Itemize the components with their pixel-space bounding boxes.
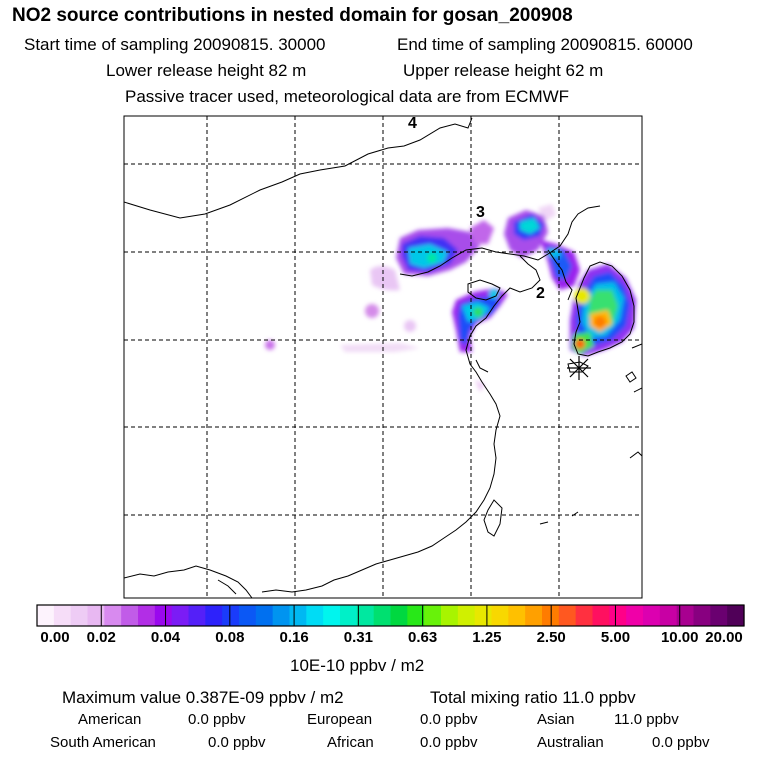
- lat-lon-grid: [124, 116, 642, 598]
- colorbar-cell: [474, 605, 493, 626]
- colorbar-cell: [525, 605, 543, 626]
- colorbar-cell: [390, 605, 408, 626]
- region-asian-value: 11.0 ppbv: [614, 711, 679, 728]
- tracer-note: Passive tracer used, meteorological data…: [125, 87, 570, 106]
- colorbar-cell: [239, 605, 257, 626]
- colorbar-cell: [626, 605, 644, 626]
- colorbar-cell: [37, 605, 55, 626]
- colorbar-cell: [104, 605, 122, 626]
- colorbar-cell: [340, 605, 358, 626]
- gosan-receptor-marker: [567, 356, 591, 380]
- colorbar-cell: [643, 605, 661, 626]
- source-label-3: 3: [476, 204, 485, 221]
- source-label-2: 2: [536, 285, 545, 302]
- source-label-4: 4: [408, 115, 417, 132]
- colorbar-cell: [154, 605, 173, 626]
- colorbar-tick-label: 0.04: [150, 629, 181, 646]
- region-american-value: 0.0 ppbv: [188, 711, 246, 728]
- colorbar-tick-label: 0.31: [343, 629, 373, 646]
- colorbar-tick-label: 0.02: [86, 629, 116, 646]
- colorbar-cell: [424, 605, 442, 626]
- colorbar-tick-label: 0.08: [215, 629, 245, 646]
- end-time: End time of sampling 20090815. 60000: [397, 35, 693, 54]
- region-american-label: American: [78, 711, 142, 728]
- maximum-value: Maximum value 0.387E-09 ppbv / m2: [62, 688, 344, 707]
- colorbar-cell: [138, 605, 156, 626]
- coastlines: [124, 117, 642, 598]
- colorbar-cell: [289, 605, 307, 626]
- colorbar-units: 10E-10 ppbv / m2: [290, 656, 425, 675]
- colorbar-cell: [188, 605, 206, 626]
- region-south-american-value: 0.0 ppbv: [208, 734, 266, 751]
- colorbar-tick-label: 0.16: [279, 629, 309, 646]
- upper-release-height: Upper release height 62 m: [403, 61, 604, 80]
- colorbar-cell: [87, 605, 105, 626]
- colorbar-cell: [121, 605, 139, 626]
- colorbar-cell: [70, 605, 89, 626]
- total-mixing-ratio: Total mixing ratio 11.0 ppbv: [430, 688, 636, 707]
- colorbar-cell: [356, 605, 375, 626]
- colorbar-cell: [53, 605, 72, 626]
- colorbar-cell: [693, 605, 711, 626]
- colorbar-cell: [676, 605, 695, 626]
- colorbar-cell: [727, 605, 745, 626]
- colorbar-cell: [592, 605, 610, 626]
- colorbar-cell: [508, 605, 526, 626]
- colorbar-cell: [407, 605, 425, 626]
- region-australian-label: Australian: [537, 734, 604, 751]
- colorbar-tick-label: 20.00: [705, 629, 743, 646]
- colorbar-cell: [441, 605, 459, 626]
- region-european-label: European: [307, 711, 373, 728]
- colorbar-cell: [491, 605, 509, 626]
- colorbar-cell: [558, 605, 577, 626]
- region-australian-value: 0.0 ppbv: [652, 734, 710, 751]
- region-african-value: 0.0 ppbv: [420, 734, 478, 751]
- colorbar-tick-label: 2.50: [536, 629, 566, 646]
- colorbar-cell: [710, 605, 728, 626]
- region-asian-label: Asian: [537, 711, 575, 728]
- colorbar-cell: [255, 605, 274, 626]
- colorbar-tick-label: 10.00: [660, 629, 699, 646]
- start-time: Start time of sampling 20090815. 30000: [24, 35, 326, 54]
- colorbar-cell: [222, 605, 240, 626]
- colorbar-tick-label: 0.63: [408, 629, 438, 646]
- colorbar-cell: [171, 605, 190, 626]
- region-african-label: African: [327, 734, 374, 751]
- colorbar-cell: [457, 605, 476, 626]
- colorbar-cell: [575, 605, 594, 626]
- colorbar-cell: [205, 605, 223, 626]
- region-south-american-label: South American: [50, 734, 156, 751]
- map-frame: [123, 115, 643, 599]
- colorbar-tick-label: 0.00: [40, 629, 70, 646]
- colorbar-cell: [659, 605, 678, 626]
- colorbar-cell: [373, 605, 392, 626]
- colorbar-tick-label: 5.00: [600, 629, 631, 646]
- region-european-value: 0.0 ppbv: [420, 711, 478, 728]
- map-title: NO2 source contributions in nested domai…: [12, 5, 573, 26]
- colorbar-cell: [323, 605, 341, 626]
- colorbar-cell: [609, 605, 627, 626]
- colorbar-tick-label: 1.25: [472, 629, 502, 646]
- colorbar-cell: [306, 605, 324, 626]
- colorbar-cell: [272, 605, 291, 626]
- lower-release-height: Lower release height 82 m: [106, 61, 307, 80]
